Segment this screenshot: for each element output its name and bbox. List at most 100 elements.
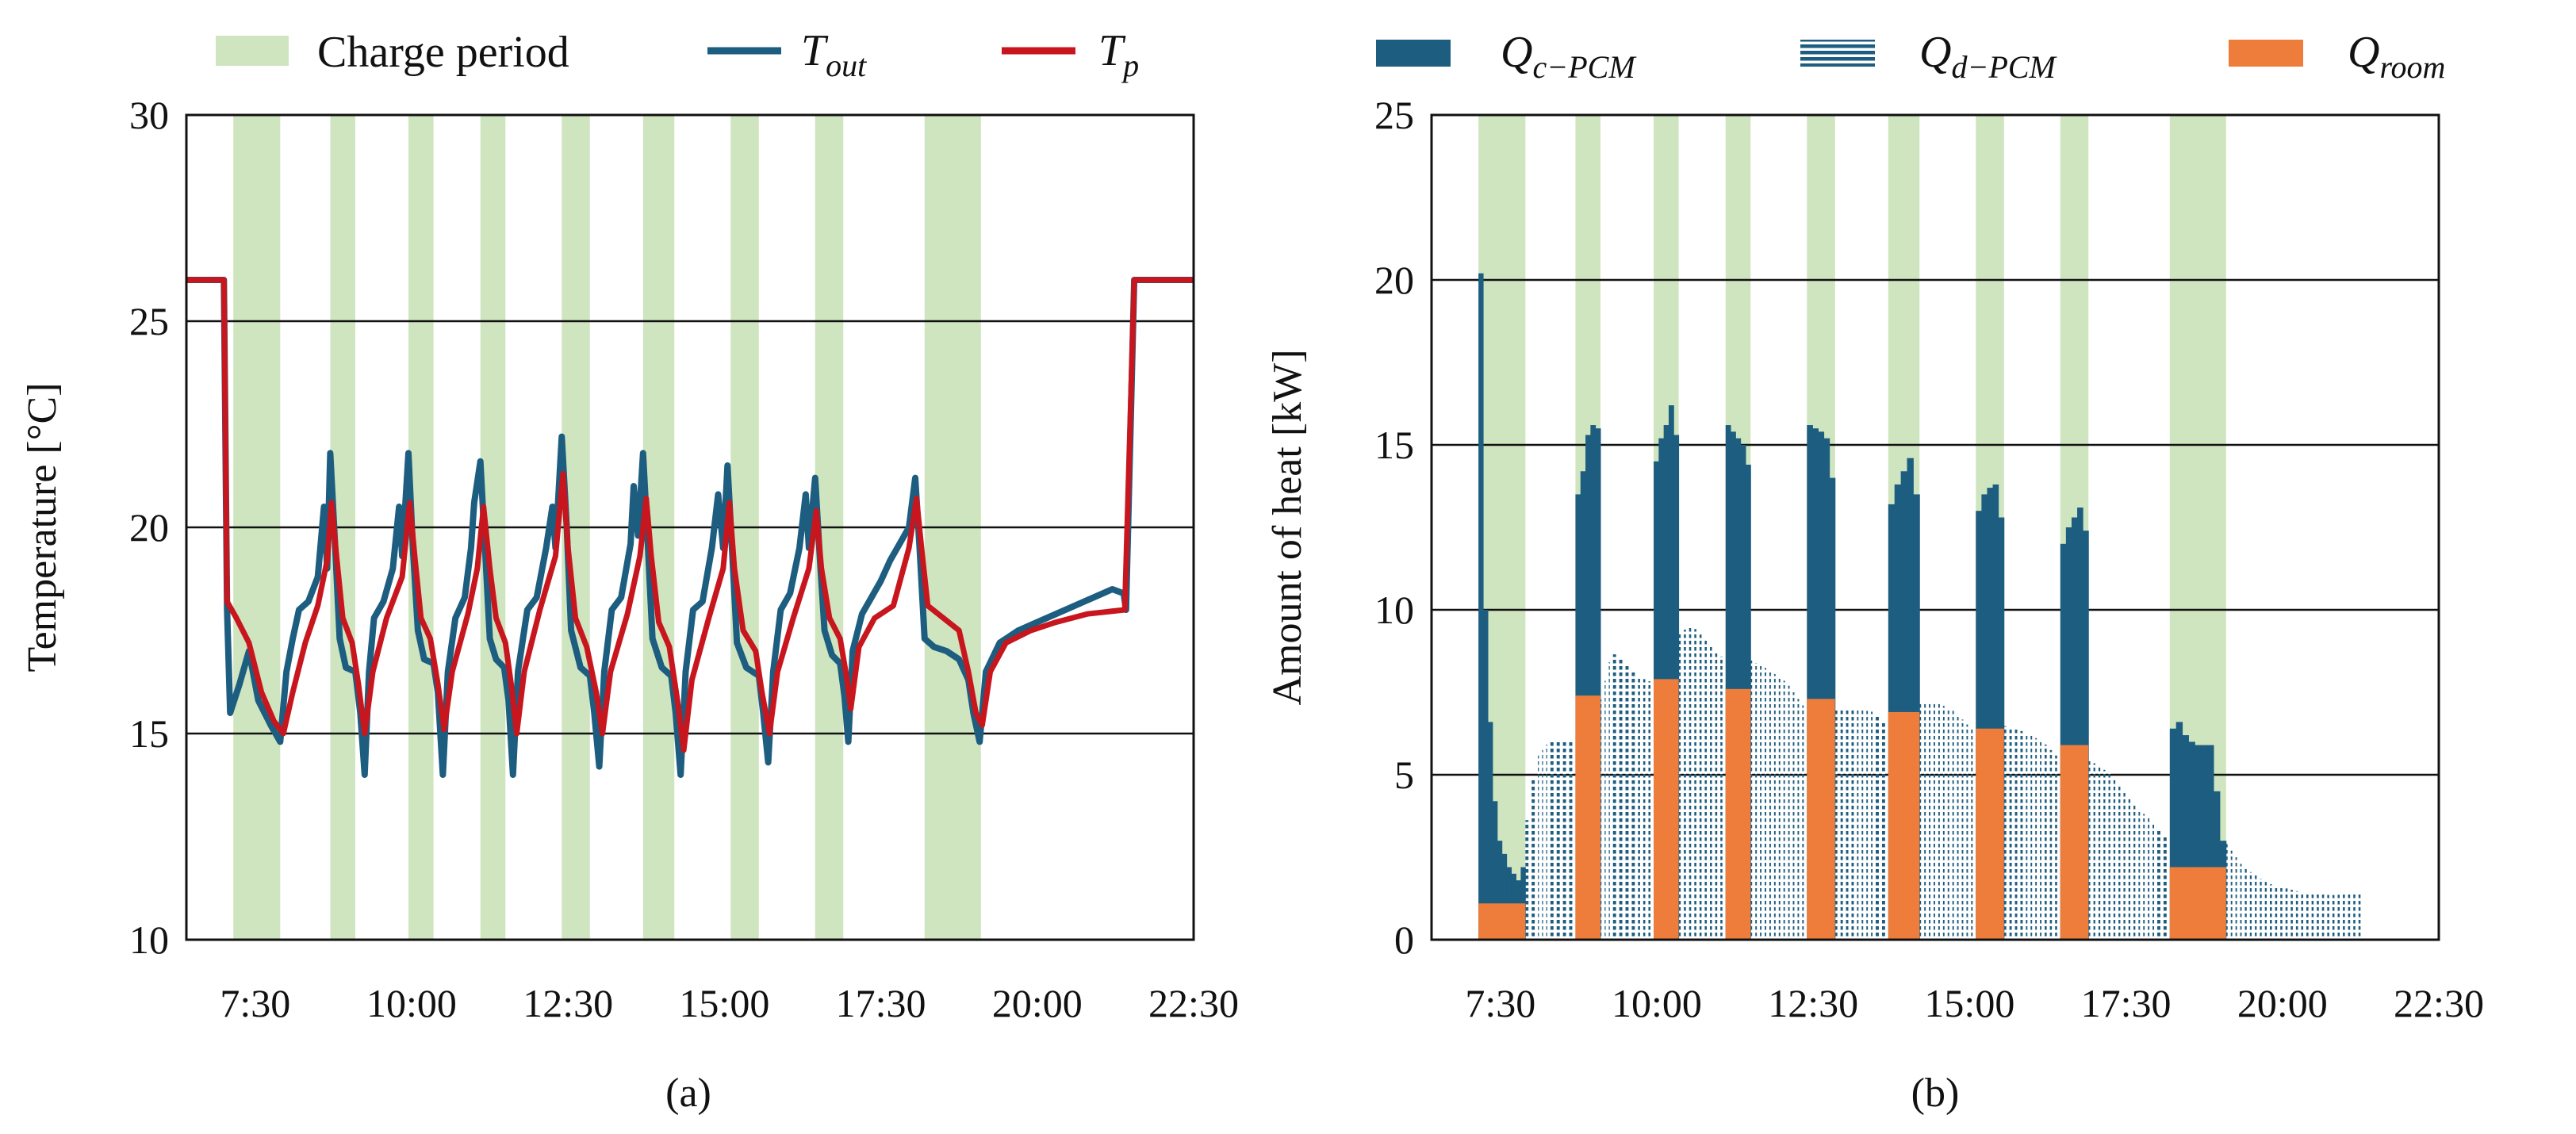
q-d-pcm-bar xyxy=(2118,784,2121,940)
legend-a-charge-label: Charge period xyxy=(317,28,569,77)
a-plot-frame xyxy=(185,113,1195,941)
q-room-bar xyxy=(1888,711,1920,940)
q-d-pcm-bar xyxy=(2152,822,2155,940)
q-d-pcm-bar xyxy=(2148,818,2150,940)
q-d-pcm-bar xyxy=(1957,714,1959,940)
q-d-pcm-bar xyxy=(2009,727,2012,940)
q-d-pcm-bar xyxy=(2275,885,2278,940)
b-ytick-label: 10 xyxy=(1374,588,1414,632)
a-xtick-labels: 7:30 10:00 12:30 15:00 17:30 20:00 22:30 xyxy=(220,981,1239,1025)
q-room-bar xyxy=(1575,695,1600,940)
q-d-pcm-bar xyxy=(2133,804,2136,940)
q-d-pcm-bar xyxy=(2103,769,2106,940)
b-ytick-label: 25 xyxy=(1374,93,1414,137)
q-d-pcm-bar xyxy=(1699,634,1702,940)
b-xtick-label: 22:30 xyxy=(2394,981,2484,1025)
q-d-pcm-bar xyxy=(1971,729,1973,940)
q-d-pcm-bar xyxy=(1871,711,1873,940)
q-d-pcm-bar xyxy=(1619,657,1623,940)
q-d-pcm-bar xyxy=(2014,729,2018,940)
q-d-pcm-bar xyxy=(2040,740,2042,940)
q-c-pcm-bar xyxy=(1483,610,1489,940)
q-d-pcm-bar xyxy=(2143,814,2145,940)
q-d-pcm-bar xyxy=(2163,837,2167,940)
q-d-pcm-bar xyxy=(1783,680,1785,940)
b-xtick-label: 10:00 xyxy=(1612,981,1702,1025)
a-series xyxy=(186,277,1194,778)
q-d-pcm-bar xyxy=(2306,892,2309,940)
legend-b-qroom-label: Qroom xyxy=(2348,28,2445,85)
q-d-pcm-bar xyxy=(2244,868,2247,940)
q-d-pcm-bar xyxy=(2337,895,2340,940)
q-d-pcm-bar xyxy=(1861,710,1864,940)
q-d-pcm-bar xyxy=(2123,791,2126,940)
q-d-pcm-bar xyxy=(1631,672,1635,940)
q-d-pcm-bar xyxy=(1834,708,1838,940)
a-xtick-label: 17:30 xyxy=(836,981,926,1025)
q-d-pcm-bar xyxy=(2225,844,2228,940)
q-d-pcm-bar xyxy=(1684,629,1686,940)
q-d-pcm-bar xyxy=(2358,893,2361,940)
q-d-pcm-bar xyxy=(1715,651,1718,940)
q-c-pcm-bar xyxy=(2175,722,2183,940)
q-c-pcm-bar xyxy=(1595,428,1601,940)
q-c-pcm-bar xyxy=(1900,471,1908,940)
q-c-pcm-bar xyxy=(1501,853,1508,940)
q-d-pcm-bar xyxy=(2128,798,2131,940)
a-ylabel: Temperature [°C] xyxy=(20,382,65,672)
q-d-pcm-bar xyxy=(2327,895,2329,940)
b-ytick-label: 15 xyxy=(1374,423,1414,467)
q-c-pcm-bar xyxy=(1725,425,1731,940)
q-d-pcm-bar xyxy=(1550,741,1554,940)
q-d-pcm-bar xyxy=(2348,894,2351,940)
q-d-pcm-bar xyxy=(2093,763,2095,940)
q-d-pcm-bar xyxy=(1929,702,1931,940)
q-d-pcm-bar xyxy=(1689,627,1692,940)
q-c-pcm-bar xyxy=(2060,543,2067,940)
q-d-pcm-bar xyxy=(1648,681,1651,940)
q-c-pcm-bar xyxy=(1812,428,1819,940)
q-room-bar xyxy=(1807,699,1835,940)
q-d-pcm-bar xyxy=(2290,890,2293,940)
q-d-pcm-bar xyxy=(2049,749,2053,940)
q-d-pcm-bar xyxy=(1792,692,1795,940)
q-d-pcm-bar xyxy=(1857,709,1859,940)
legend-b-qd-label: Qd−PCM xyxy=(1919,28,2058,85)
a-xtick-label: 22:30 xyxy=(1148,981,1239,1025)
q-d-pcm-bar xyxy=(2138,810,2141,940)
legend-b-qc-swatch xyxy=(1376,40,1451,67)
q-c-pcm-bar xyxy=(1807,425,1813,940)
q-c-pcm-bar xyxy=(2201,745,2208,940)
q-c-pcm-bar xyxy=(1987,488,1994,940)
a-caption: (a) xyxy=(665,1071,711,1116)
q-d-pcm-bar xyxy=(2285,888,2288,940)
q-d-pcm-bar xyxy=(1531,779,1535,940)
q-d-pcm-bar xyxy=(2280,887,2283,940)
q-c-pcm-bar xyxy=(2083,531,2089,940)
b-ytick-label: 20 xyxy=(1374,258,1414,302)
q-c-pcm-bar xyxy=(1590,425,1597,940)
q-d-pcm-bar xyxy=(2230,850,2233,940)
a-xtick-label: 15:00 xyxy=(679,981,769,1025)
q-room-bar xyxy=(1478,903,1526,940)
q-c-pcm-bar xyxy=(2207,745,2214,940)
q-d-pcm-bar xyxy=(2260,879,2262,940)
q-d-pcm-bar xyxy=(1569,741,1573,940)
q-d-pcm-bar xyxy=(1942,706,1945,940)
a-ytick-label: 20 xyxy=(129,505,169,550)
q-d-pcm-bar xyxy=(1788,685,1790,940)
legend-b-qroom-swatch xyxy=(2229,40,2303,67)
q-d-pcm-bar xyxy=(1604,680,1606,940)
q-d-pcm-bar xyxy=(2295,891,2298,940)
q-d-pcm-bar xyxy=(2301,892,2304,940)
q-d-pcm-bar xyxy=(1704,640,1708,940)
b-xtick-label: 17:30 xyxy=(2081,981,2172,1025)
q-c-pcm-bar xyxy=(1981,494,1988,940)
q-c-pcm-bar xyxy=(2195,745,2202,940)
q-d-pcm-bar xyxy=(2353,894,2356,940)
q-d-pcm-bar xyxy=(1876,715,1879,940)
a-xtick-label: 7:30 xyxy=(220,981,290,1025)
a-xtick-label: 20:00 xyxy=(992,981,1083,1025)
q-room-bar xyxy=(1976,728,2004,940)
